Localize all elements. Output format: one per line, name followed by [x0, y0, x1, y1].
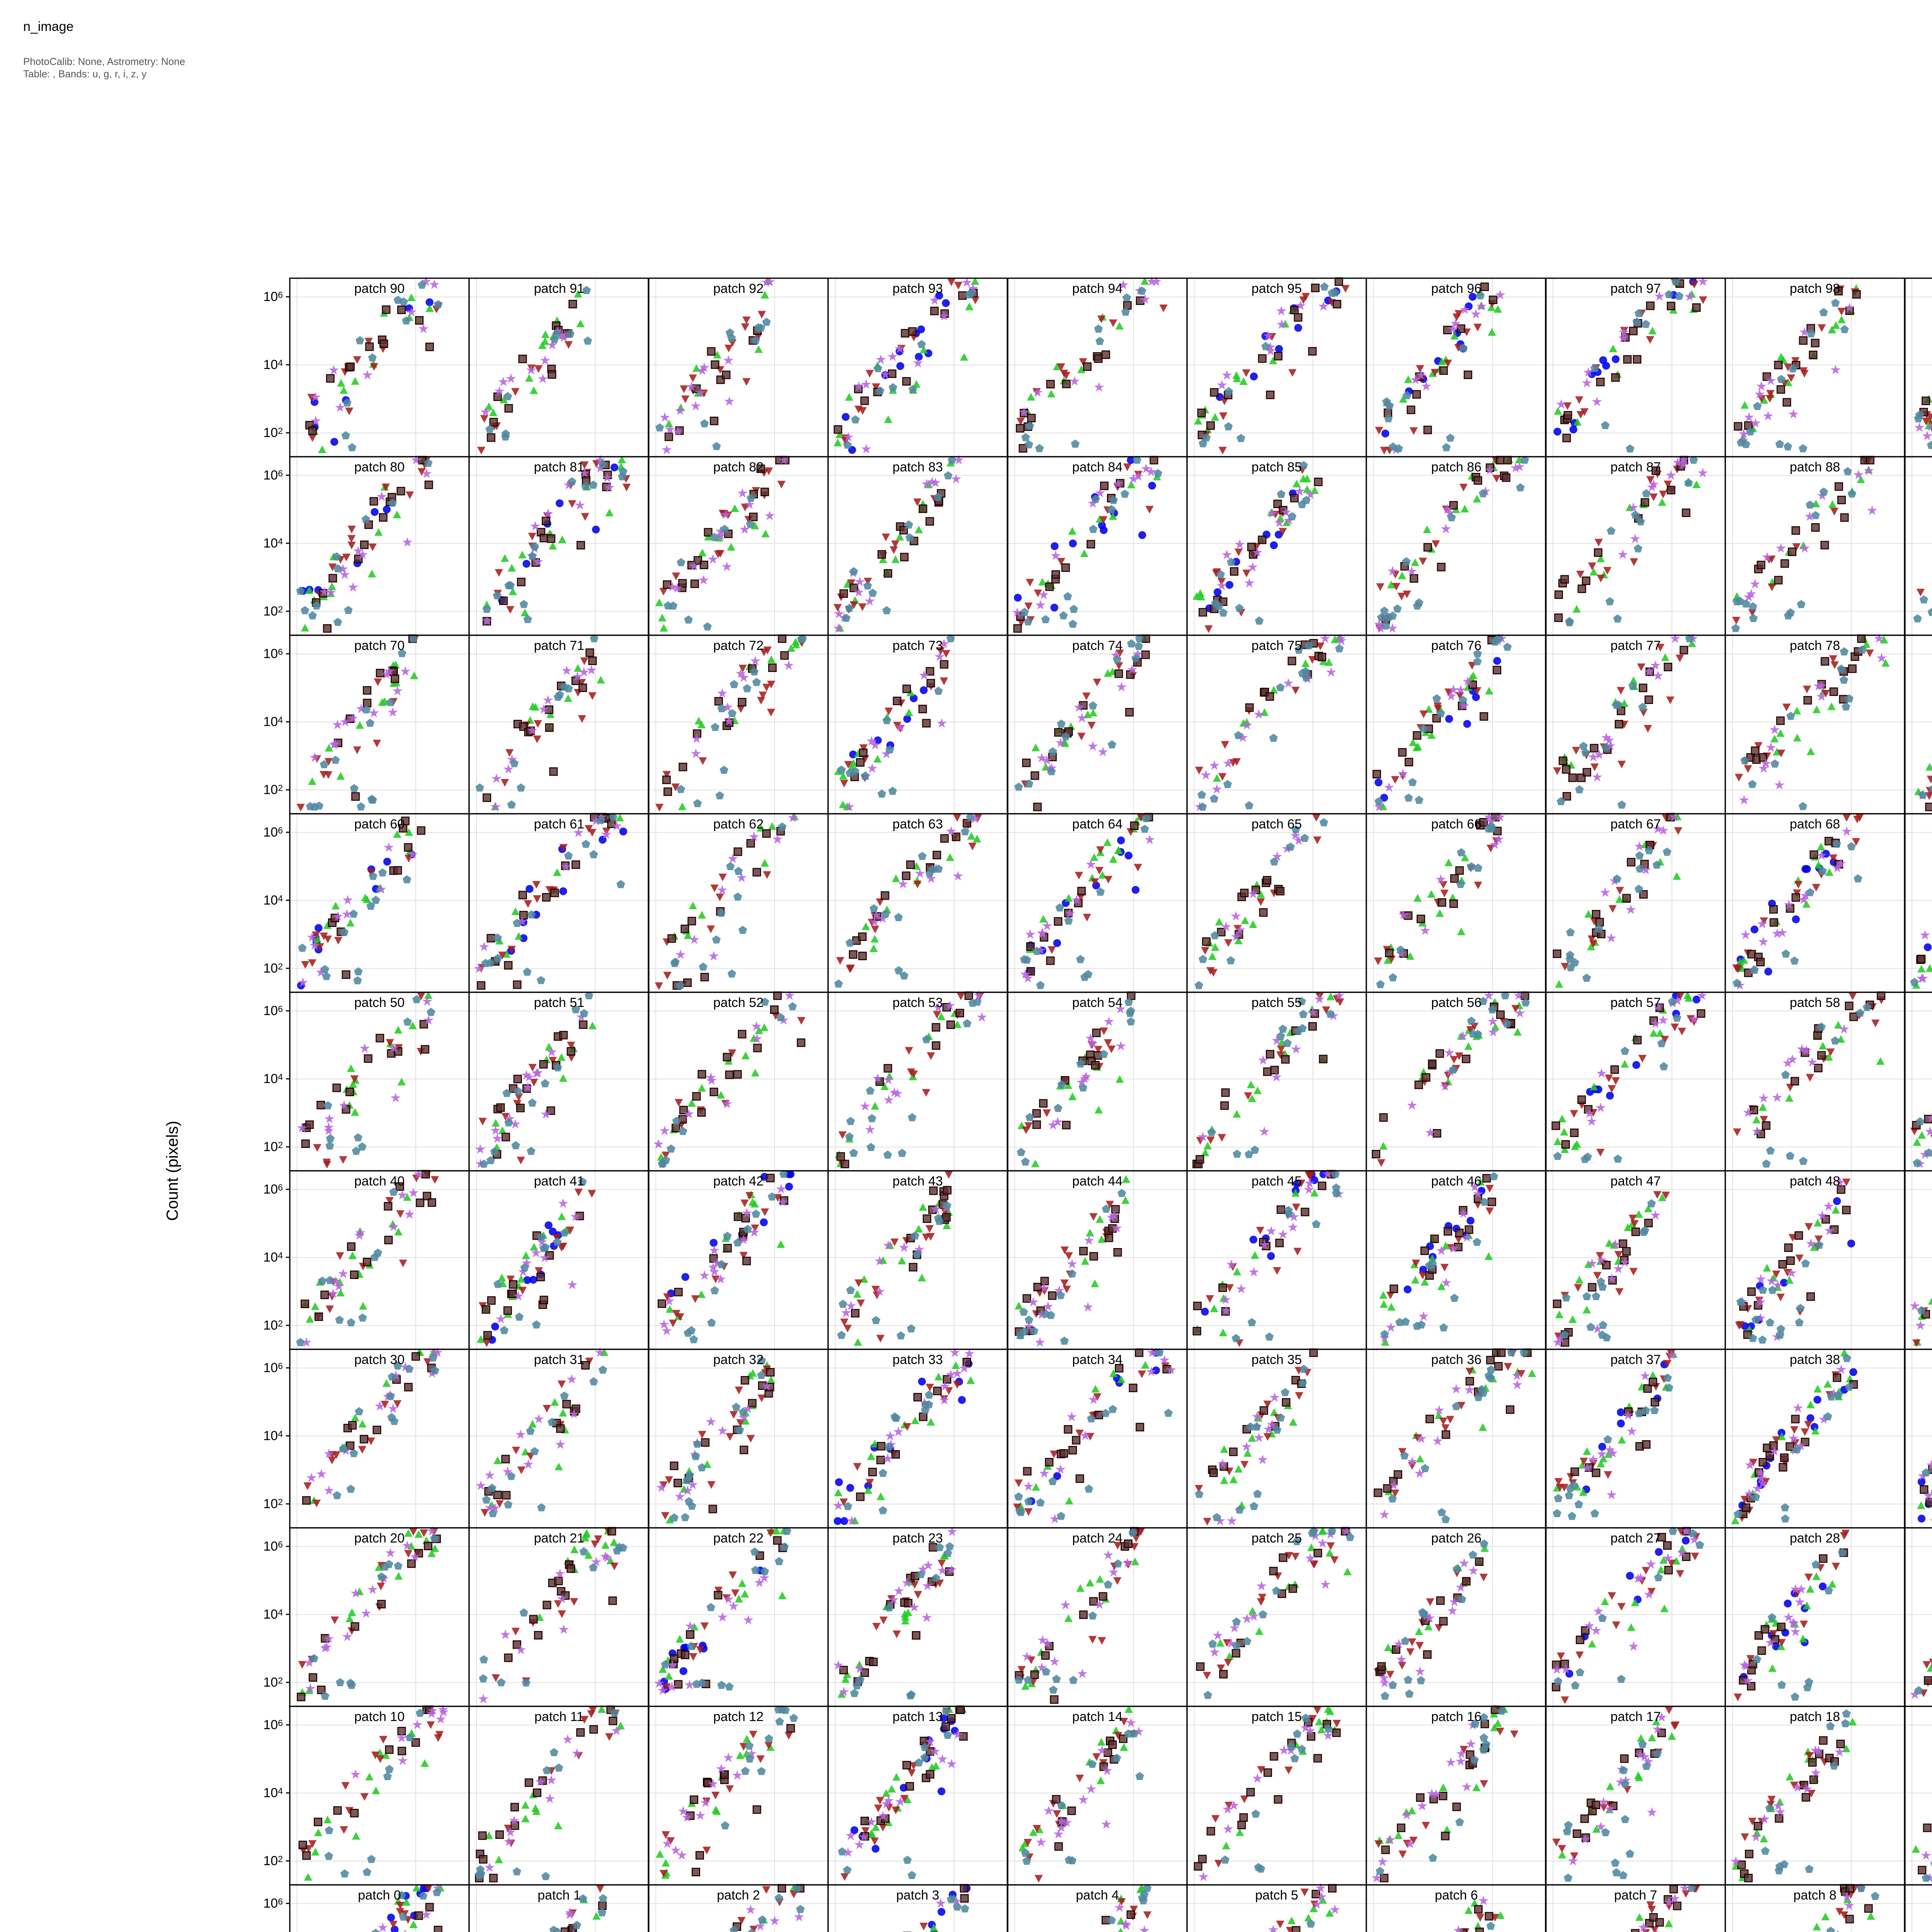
svg-text:patch 91: patch 91	[534, 281, 584, 296]
svg-text:patch 36: patch 36	[1431, 1352, 1481, 1367]
svg-text:patch 56: patch 56	[1431, 995, 1481, 1010]
svg-text:patch 17: patch 17	[1611, 1709, 1661, 1724]
svg-text:patch 77: patch 77	[1611, 638, 1661, 653]
svg-text:patch 21: patch 21	[534, 1531, 584, 1546]
svg-text:patch 18: patch 18	[1790, 1709, 1840, 1724]
svg-text:patch 76: patch 76	[1431, 638, 1481, 653]
svg-text:patch 98: patch 98	[1790, 281, 1840, 296]
svg-text:patch 11: patch 11	[534, 1709, 584, 1724]
svg-text:patch 25: patch 25	[1252, 1531, 1302, 1546]
svg-text:patch 1: patch 1	[537, 1888, 581, 1903]
svg-text:patch 70: patch 70	[354, 638, 405, 653]
svg-text:patch 92: patch 92	[713, 281, 764, 296]
svg-text:patch 67: patch 67	[1611, 817, 1661, 832]
svg-text:patch 28: patch 28	[1790, 1531, 1840, 1546]
svg-text:patch 82: patch 82	[713, 460, 764, 474]
svg-text:patch 97: patch 97	[1611, 281, 1661, 296]
svg-text:patch 51: patch 51	[534, 995, 584, 1010]
svg-text:patch 41: patch 41	[534, 1174, 584, 1189]
svg-text:patch 54: patch 54	[1072, 995, 1122, 1010]
svg-text:patch 93: patch 93	[893, 281, 943, 296]
svg-text:patch 62: patch 62	[713, 817, 764, 832]
svg-text:patch 94: patch 94	[1072, 281, 1122, 296]
svg-text:patch 85: patch 85	[1252, 460, 1302, 474]
svg-text:patch 55: patch 55	[1252, 995, 1302, 1010]
svg-text:patch 15: patch 15	[1252, 1709, 1302, 1724]
svg-text:patch 61: patch 61	[534, 817, 584, 832]
svg-text:patch 80: patch 80	[354, 460, 405, 474]
svg-text:patch 42: patch 42	[713, 1174, 764, 1189]
svg-text:patch 23: patch 23	[893, 1531, 943, 1546]
svg-text:patch 64: patch 64	[1072, 817, 1122, 832]
svg-text:patch 33: patch 33	[893, 1352, 943, 1367]
svg-text:PhotoCalib: None, Astrometry:: PhotoCalib: None, Astrometry: None	[23, 56, 185, 67]
svg-text:patch 68: patch 68	[1790, 817, 1840, 832]
svg-text:patch 90: patch 90	[354, 281, 405, 296]
svg-text:patch 40: patch 40	[354, 1174, 405, 1189]
svg-text:patch 58: patch 58	[1790, 995, 1840, 1010]
svg-text:patch 27: patch 27	[1611, 1531, 1661, 1546]
svg-text:patch 31: patch 31	[534, 1352, 584, 1367]
svg-text:patch 84: patch 84	[1072, 460, 1122, 474]
svg-text:patch 95: patch 95	[1252, 281, 1302, 296]
svg-text:patch 32: patch 32	[713, 1352, 764, 1367]
svg-text:patch 26: patch 26	[1431, 1531, 1481, 1546]
svg-text:Count (pixels): Count (pixels)	[163, 1121, 181, 1221]
svg-text:patch 13: patch 13	[893, 1709, 943, 1724]
svg-text:patch 10: patch 10	[354, 1709, 405, 1724]
svg-text:patch 66: patch 66	[1431, 817, 1481, 832]
svg-text:patch 71: patch 71	[534, 638, 584, 653]
svg-text:patch 12: patch 12	[713, 1709, 764, 1724]
svg-text:patch 78: patch 78	[1790, 638, 1840, 653]
svg-text:patch 96: patch 96	[1431, 281, 1481, 296]
svg-text:patch 87: patch 87	[1611, 460, 1661, 474]
svg-text:patch 86: patch 86	[1431, 460, 1481, 474]
svg-text:patch 83: patch 83	[893, 460, 943, 474]
svg-text:n_image: n_image	[23, 19, 73, 34]
svg-text:patch 88: patch 88	[1790, 460, 1840, 474]
svg-text:patch 45: patch 45	[1252, 1174, 1302, 1189]
svg-text:patch 14: patch 14	[1072, 1709, 1122, 1724]
svg-text:patch 47: patch 47	[1611, 1174, 1661, 1189]
svg-text:patch 38: patch 38	[1790, 1352, 1840, 1367]
svg-text:patch 34: patch 34	[1072, 1352, 1122, 1367]
svg-text:patch 81: patch 81	[534, 460, 584, 474]
svg-text:patch 53: patch 53	[893, 995, 943, 1010]
svg-text:patch 5: patch 5	[1255, 1888, 1298, 1903]
svg-text:patch 43: patch 43	[893, 1174, 943, 1189]
svg-text:patch 48: patch 48	[1790, 1174, 1840, 1189]
svg-text:patch 3: patch 3	[896, 1888, 939, 1903]
svg-text:Table: , Bands: u, g, r, i, z,: Table: , Bands: u, g, r, i, z, y	[23, 68, 146, 80]
svg-text:patch 6: patch 6	[1435, 1888, 1478, 1903]
svg-text:patch 7: patch 7	[1614, 1888, 1657, 1903]
svg-text:patch 30: patch 30	[354, 1352, 405, 1367]
svg-text:patch 22: patch 22	[713, 1531, 764, 1546]
svg-text:patch 44: patch 44	[1072, 1174, 1122, 1189]
svg-text:patch 8: patch 8	[1793, 1888, 1837, 1903]
svg-text:patch 16: patch 16	[1431, 1709, 1481, 1724]
svg-text:patch 24: patch 24	[1072, 1531, 1122, 1546]
svg-text:patch 35: patch 35	[1252, 1352, 1302, 1367]
svg-text:patch 63: patch 63	[893, 817, 943, 832]
svg-text:patch 50: patch 50	[354, 995, 405, 1010]
svg-text:patch 52: patch 52	[713, 995, 764, 1010]
svg-text:patch 74: patch 74	[1072, 638, 1122, 653]
svg-text:patch 60: patch 60	[354, 817, 405, 832]
svg-text:patch 2: patch 2	[717, 1888, 760, 1903]
svg-text:patch 75: patch 75	[1252, 638, 1302, 653]
svg-text:patch 46: patch 46	[1431, 1174, 1481, 1189]
svg-text:patch 4: patch 4	[1076, 1888, 1119, 1903]
svg-text:patch 57: patch 57	[1611, 995, 1661, 1010]
svg-text:patch 65: patch 65	[1252, 817, 1302, 832]
svg-text:patch 0: patch 0	[358, 1888, 401, 1903]
svg-text:patch 37: patch 37	[1611, 1352, 1661, 1367]
svg-text:patch 20: patch 20	[354, 1531, 405, 1546]
svg-text:patch 73: patch 73	[893, 638, 943, 653]
svg-text:patch 72: patch 72	[713, 638, 764, 653]
